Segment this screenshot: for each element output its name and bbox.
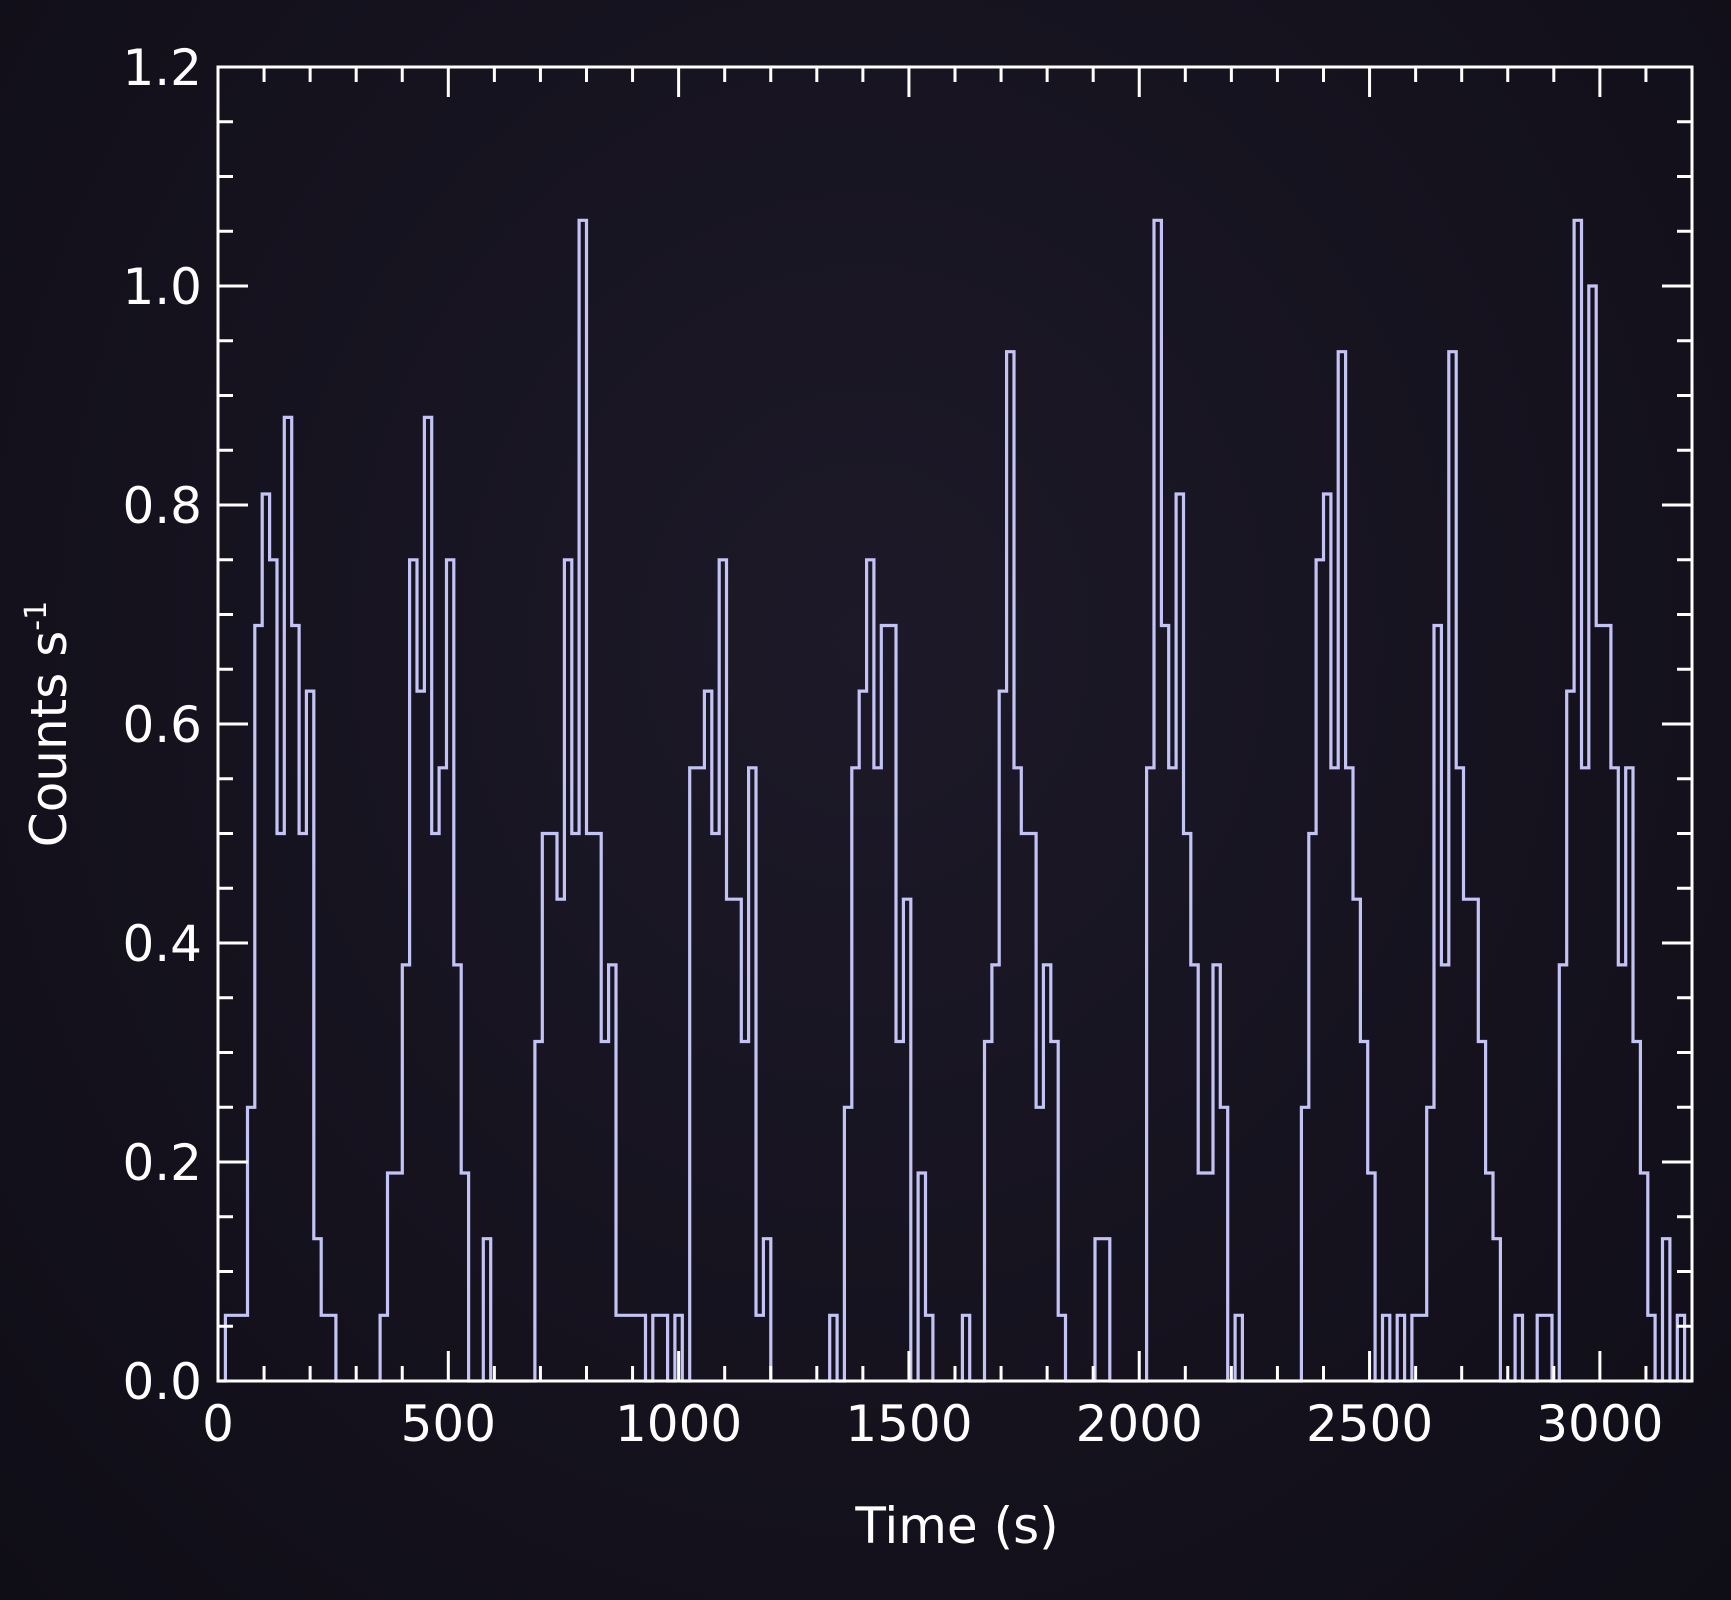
x-axis-title: Time (s) — [854, 1497, 1058, 1555]
x-tick-label: 500 — [401, 1395, 496, 1453]
y-tick-label: 0.4 — [122, 915, 202, 973]
x-tick-label: 2000 — [1076, 1395, 1203, 1453]
x-tick-labels: 0 500 1000 1500 2000 2500 3000 — [202, 1395, 1663, 1453]
y-tick-label: 0.6 — [122, 696, 202, 754]
count-rate-series-line — [218, 218, 1692, 1383]
y-tick-label: 0.0 — [122, 1353, 202, 1411]
y-axis-title-superscript: -1 — [19, 601, 54, 631]
y-tick-label: 0.8 — [122, 477, 202, 535]
y-axis-title: Counts s-1 — [19, 601, 78, 847]
x-tick-label: 2500 — [1306, 1395, 1433, 1453]
y-tick-label: 1.0 — [122, 258, 202, 316]
x-tick-label: 0 — [202, 1395, 234, 1453]
y-tick-label: 0.2 — [122, 1134, 202, 1192]
x-tick-label: 1500 — [845, 1395, 972, 1453]
y-tick-label: 1.2 — [122, 39, 202, 97]
y-axis-title-main: Counts s — [20, 631, 78, 847]
x-tick-label: 3000 — [1536, 1395, 1663, 1453]
x-tick-label: 1000 — [615, 1395, 742, 1453]
plot-frame — [216, 65, 1694, 1383]
y-tick-labels: 0.0 0.2 0.4 0.6 0.8 1.0 1.2 — [122, 39, 202, 1411]
axis-ticks — [216, 65, 1694, 1383]
